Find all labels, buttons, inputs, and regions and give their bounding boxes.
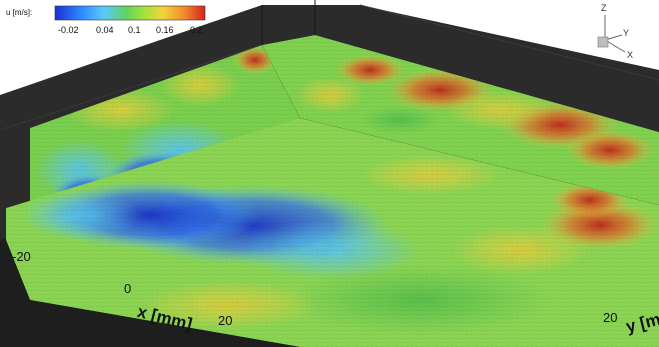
colorbar-tick: 0.04	[96, 25, 114, 35]
floor-plane	[6, 118, 659, 347]
colorbar-tick: 0.16	[156, 25, 174, 35]
axis-x-letter: X	[627, 50, 634, 60]
colorbar-tick: 0.1	[128, 25, 141, 35]
axis-y-letter: Y	[623, 28, 630, 38]
x-tick-label: 0	[124, 281, 132, 296]
axis-z-letter: Z	[601, 3, 607, 13]
back-plane	[262, 35, 659, 205]
colorbar	[54, 5, 206, 21]
colorbar-tick: 0.2	[190, 25, 203, 35]
x-tick-label: 20	[218, 313, 233, 328]
colorbar-tick: -0.02	[58, 25, 79, 35]
x-tick-label: -20	[12, 249, 31, 264]
colorbar-label: u [m/s]:	[6, 8, 33, 17]
y-tick-label: 20	[603, 310, 618, 325]
orientation-axes-icon	[597, 15, 626, 53]
